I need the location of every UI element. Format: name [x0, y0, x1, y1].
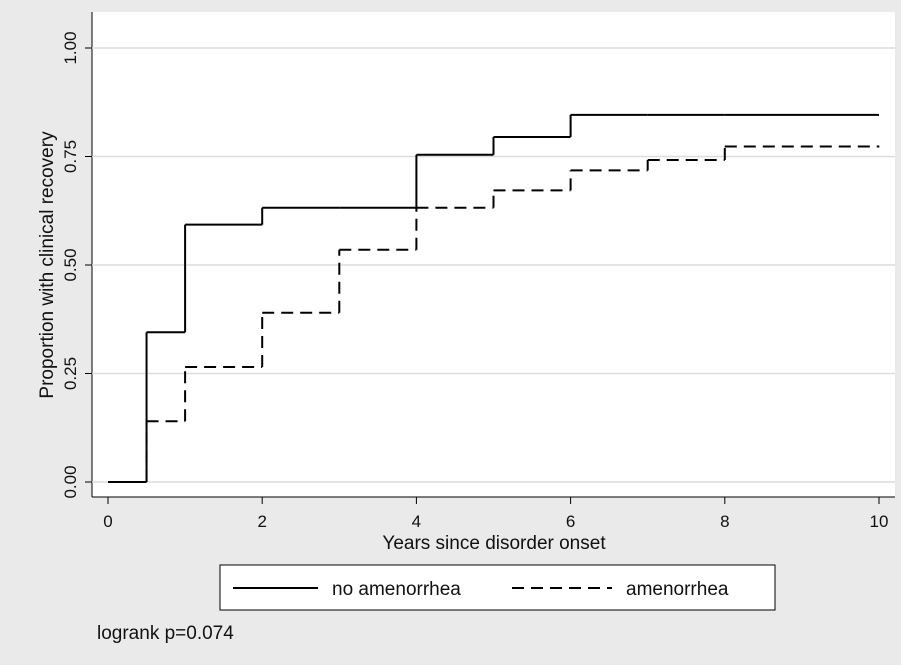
y-tick-label: 0.25 [61, 357, 80, 390]
plot-area [92, 12, 895, 497]
y-tick-label: 0.50 [61, 248, 80, 281]
y-tick-label: 1.00 [61, 31, 80, 64]
legend-label: amenorrhea [626, 579, 729, 600]
x-axis-label: Years since disorder onset [382, 533, 606, 554]
y-tick-label: 0.75 [61, 140, 80, 173]
x-tick-label: 10 [870, 512, 889, 531]
y-tick-label: 0.00 [61, 465, 80, 498]
x-tick-label: 6 [566, 512, 575, 531]
x-tick-label: 2 [257, 512, 266, 531]
y-axis-label: Proportion with clinical recovery [37, 131, 58, 399]
annotation: logrank p=0.074 [97, 623, 234, 644]
legend-label: no amenorrhea [332, 579, 461, 600]
x-tick-label: 8 [720, 512, 729, 531]
x-tick-label: 4 [412, 512, 421, 531]
x-tick-label: 0 [103, 512, 112, 531]
